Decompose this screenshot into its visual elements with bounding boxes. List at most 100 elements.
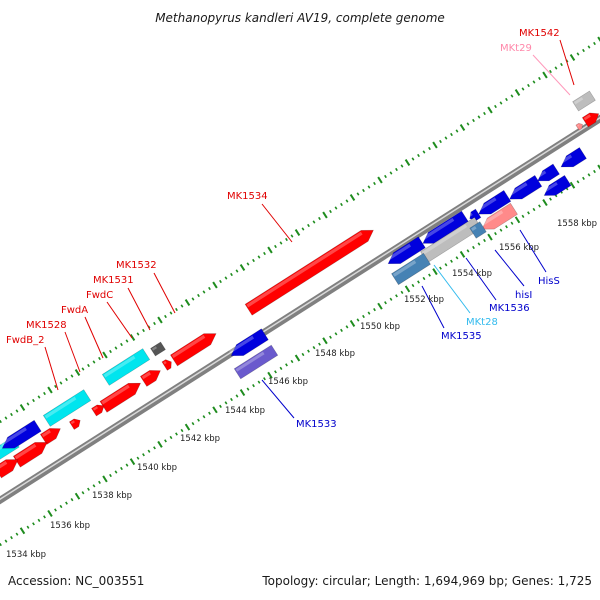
tick-mark: [142, 453, 145, 457]
gene-rev-left: [0, 419, 42, 449]
gene-mk1536-gloss: [421, 224, 468, 255]
label-leader-lines: [44, 39, 575, 419]
tick-mark: [455, 256, 459, 260]
tick-mark: [164, 314, 167, 319]
tick-mark: [400, 164, 404, 168]
tick-mark: [125, 463, 129, 467]
tick-mark: [318, 216, 321, 221]
gene-rev-4: [542, 175, 572, 196]
tick-mark: [15, 532, 19, 536]
tick-mark: [569, 181, 576, 189]
tick-mark: [334, 206, 338, 210]
tick-mark: [169, 311, 173, 315]
tick-mark: [576, 52, 580, 56]
tick-mark: [432, 268, 438, 276]
gene-pink: [479, 202, 518, 230]
tick-mark: [202, 290, 206, 294]
tick-mark: [593, 41, 596, 46]
gene-mkt28-gloss: [386, 243, 412, 262]
tick-mark: [334, 332, 338, 336]
tick-mark: [43, 391, 46, 396]
tick-mark: [554, 66, 558, 70]
gene-hiss: [476, 189, 512, 215]
gene-rev-2-gloss: [535, 170, 547, 179]
leader-line: [433, 264, 471, 314]
gene-fwd-red-2-gloss: [141, 371, 151, 380]
tick-mark: [202, 415, 206, 419]
tick-mark: [345, 325, 349, 329]
tick-mark: [175, 432, 178, 436]
tick-mark: [532, 207, 536, 212]
tick-mark: [582, 48, 585, 53]
gene-rev-small-gloss: [468, 212, 473, 217]
tick-mark: [219, 404, 222, 408]
gene-rev-2-shape: [537, 163, 560, 182]
tick-mark: [532, 80, 536, 84]
tick-mark: [542, 71, 548, 79]
tick-mark: [230, 397, 233, 402]
tick-mark: [345, 199, 349, 203]
tick-mark: [239, 264, 246, 271]
gene-mk1528: [39, 428, 61, 445]
kbp-label: 1558 kbp: [557, 219, 597, 229]
tick-mark: [285, 237, 288, 242]
tick-mark: [432, 141, 438, 149]
tick-mark: [109, 349, 112, 354]
gene-cyan-edge-gloss: [0, 443, 6, 454]
tick-mark: [549, 69, 552, 74]
tick-mark: [569, 54, 576, 61]
leader-line: [261, 379, 295, 419]
kbp-label: 1554 kbp: [452, 269, 492, 279]
tick-mark: [59, 381, 63, 385]
gene-labels: MK1542 MKt29 MK1534 MK1532 MK1531 FwdC F…: [6, 28, 560, 430]
tick-mark: [404, 285, 411, 293]
tick-mark: [120, 466, 123, 471]
gene-hisi: [420, 210, 469, 244]
gene-steel-small-gloss: [471, 225, 477, 231]
gene-mk1532-gloss: [171, 335, 206, 358]
tick-mark: [301, 352, 305, 357]
gene-mkt29: [575, 122, 583, 131]
tick-mark: [404, 159, 411, 166]
gene-label-fwdc: FwdC: [86, 290, 113, 301]
leader-line: [64, 331, 81, 373]
tick-mark: [510, 94, 514, 98]
tick-mark: [514, 216, 521, 224]
gene-small-fwd-2-gloss: [92, 406, 98, 411]
tick-mark: [10, 412, 13, 417]
tick-mark: [54, 384, 57, 389]
tick-mark: [597, 164, 600, 170]
gene-label-mk1534: MK1534: [227, 191, 268, 202]
tick-mark: [587, 45, 591, 49]
tick-mark: [263, 377, 266, 381]
leader-line: [559, 39, 575, 86]
tick-mark: [219, 279, 222, 284]
gene-red-edge-shape: [581, 112, 600, 128]
tick-mark: [4, 539, 8, 543]
gene-mk1533: [229, 328, 269, 357]
leader-line: [44, 346, 59, 391]
tick-mark: [587, 173, 591, 177]
tick-mark: [191, 422, 195, 426]
gene-mkt28-shape: [387, 236, 426, 265]
gene-fwd-red-edge-gloss: [0, 461, 8, 471]
tick-mark: [389, 171, 393, 175]
gene-fwd-red-2: [139, 370, 161, 387]
gene-mk1535-shape: [391, 252, 431, 286]
gene-fwdc-shape: [101, 348, 151, 386]
tick-mark: [129, 458, 136, 466]
tick-rows: [0, 36, 600, 547]
tick-mark: [384, 301, 387, 305]
tick-mark: [499, 228, 503, 232]
tick-mark: [538, 204, 541, 208]
gene-small-fwd-2-shape: [91, 404, 105, 417]
tick-mark: [157, 440, 163, 448]
tick-mark: [0, 419, 2, 424]
tick-mark: [576, 180, 580, 184]
tick-mark: [312, 220, 316, 224]
tick-mark: [472, 245, 475, 250]
gene-fwdc-gloss: [103, 355, 136, 378]
tick-mark: [235, 269, 239, 273]
tick-mark: [47, 386, 53, 394]
